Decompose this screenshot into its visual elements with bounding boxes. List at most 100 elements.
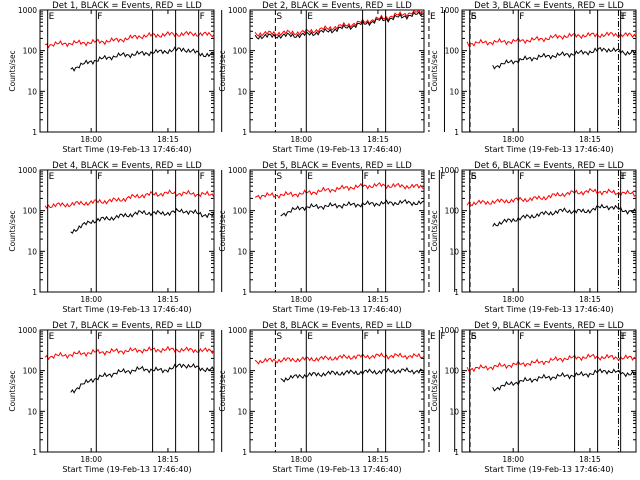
panel-title: Det 7, BLACK = Events, RED = LLD: [52, 321, 202, 331]
plot-frame: [39, 169, 215, 293]
y-tick-label: 1: [242, 288, 247, 297]
plot-area: [44, 30, 214, 72]
y-tick-label: 100: [23, 47, 38, 56]
y-axis-label: Counts/sec: [218, 50, 227, 91]
y-tick-label: 1000: [228, 326, 247, 335]
plot-frame: [39, 9, 215, 133]
marker-label: S: [276, 12, 282, 22]
panel-title: Det 1, BLACK = Events, RED = LLD: [52, 1, 202, 11]
x-axis-label: Start Time (19-Feb-13 17:46:40): [62, 305, 191, 314]
y-tick-label: 100: [445, 47, 460, 56]
marker-label: E: [619, 332, 625, 342]
panel-det-3: Det 3, BLACK = Events, RED = LLD 1 10 100 10…: [430, 1, 637, 154]
marker-label: F: [97, 12, 102, 22]
marker-label: S: [276, 332, 282, 342]
panel-det-4: Det 4, BLACK = Events, RED = LLD 1 10 100 10…: [8, 161, 436, 314]
y-tick-label: 10: [27, 87, 37, 96]
x-axis-label: Start Time (19-Feb-13 17:46:40): [62, 145, 191, 154]
lld-curve: [44, 345, 214, 361]
y-tick-label: 1: [454, 288, 459, 297]
x-tick-label: 18:00: [80, 135, 102, 144]
x-axis-label: Start Time (19-Feb-13 17:46:40): [484, 305, 613, 314]
panel-title: Det 9, BLACK = Events, RED = LLD: [474, 321, 624, 331]
marker-label: F: [519, 172, 524, 182]
y-axis-label: Counts/sec: [430, 210, 439, 251]
y-tick-label: 100: [233, 47, 248, 56]
x-axis-label: Start Time (19-Feb-13 17:46:40): [484, 145, 613, 154]
events-curve: [70, 362, 214, 394]
events-curve: [70, 46, 214, 72]
y-tick-label: 1000: [440, 6, 459, 15]
marker-label: E: [619, 12, 625, 22]
marker-label: E: [49, 332, 55, 342]
marker-label: F: [622, 332, 627, 342]
y-tick-label: 100: [23, 207, 38, 216]
y-tick-label: 10: [237, 87, 247, 96]
panel-title: Det 5, BLACK = Events, RED = LLD: [262, 161, 412, 171]
lld-curve: [466, 353, 636, 373]
marker-label: F: [364, 172, 369, 182]
y-tick-label: 1000: [228, 166, 247, 175]
y-axis-label: Counts/sec: [8, 50, 17, 91]
marker-label: E: [430, 172, 436, 182]
y-tick-label: 10: [27, 407, 37, 416]
x-tick-label: 18:00: [80, 455, 102, 464]
y-tick-label: 1000: [18, 326, 37, 335]
x-tick-label: 18:15: [579, 455, 601, 464]
marker-label: F: [200, 172, 205, 182]
x-tick-label: 18:15: [367, 455, 389, 464]
lld-curve: [254, 182, 424, 200]
lld-curve: [254, 352, 424, 365]
y-axis-label: Counts/sec: [8, 210, 17, 251]
x-tick-label: 18:00: [502, 295, 524, 304]
lld-curve: [466, 187, 636, 207]
y-tick-label: 10: [449, 407, 459, 416]
marker-label: F: [440, 172, 445, 182]
x-tick-label: 18:00: [290, 295, 312, 304]
plot-area: [254, 352, 424, 383]
panel-title: Det 4, BLACK = Events, RED = LLD: [52, 161, 202, 171]
x-axis-label: Start Time (19-Feb-13 17:46:40): [272, 465, 401, 474]
plot-area: [44, 345, 214, 394]
marker-label: F: [97, 332, 102, 342]
events-curve: [492, 46, 636, 70]
marker-label: F: [200, 332, 205, 342]
marker-label: E: [471, 332, 477, 342]
panel-det-2: Det 2, BLACK = Events, RED = LLD 1 10 100 10…: [218, 1, 625, 154]
y-tick-label: 1: [242, 128, 247, 137]
plot-frame: [461, 329, 637, 453]
marker-label: E: [49, 172, 55, 182]
y-tick-label: 10: [237, 247, 247, 256]
y-tick-label: 1: [454, 448, 459, 457]
plot-area: [466, 31, 636, 70]
y-tick-label: 1: [454, 128, 459, 137]
x-tick-label: 18:15: [367, 135, 389, 144]
marker-label: E: [471, 12, 477, 22]
y-tick-label: 10: [27, 247, 37, 256]
panel-det-9: Det 9, BLACK = Events, RED = LLD 1 10 100 10…: [430, 321, 637, 474]
marker-label: F: [440, 332, 445, 342]
marker-label: F: [519, 332, 524, 342]
marker-label: E: [430, 12, 436, 22]
y-tick-label: 100: [23, 367, 38, 376]
y-tick-label: 1: [32, 448, 37, 457]
y-tick-label: 100: [233, 367, 248, 376]
x-tick-label: 18:00: [290, 135, 312, 144]
marker-label: S: [276, 172, 282, 182]
y-tick-label: 1: [32, 288, 37, 297]
x-tick-label: 18:00: [80, 295, 102, 304]
marker-label: S: [471, 172, 477, 182]
y-axis-label: Counts/sec: [430, 50, 439, 91]
plot-frame: [39, 329, 215, 453]
panel-det-5: Det 5, BLACK = Events, RED = LLD 1 10 100 10…: [218, 161, 625, 314]
y-tick-label: 1000: [18, 6, 37, 15]
plot-frame: [249, 9, 425, 133]
marker-label: E: [307, 12, 313, 22]
x-tick-label: 18:00: [502, 455, 524, 464]
events-curve: [280, 367, 424, 383]
panel-det-7: Det 7, BLACK = Events, RED = LLD 1 10 100 10…: [8, 321, 436, 474]
x-axis-label: Start Time (19-Feb-13 17:46:40): [272, 305, 401, 314]
x-tick-label: 18:15: [579, 295, 601, 304]
y-axis-label: Counts/sec: [218, 210, 227, 251]
y-tick-label: 100: [233, 207, 248, 216]
